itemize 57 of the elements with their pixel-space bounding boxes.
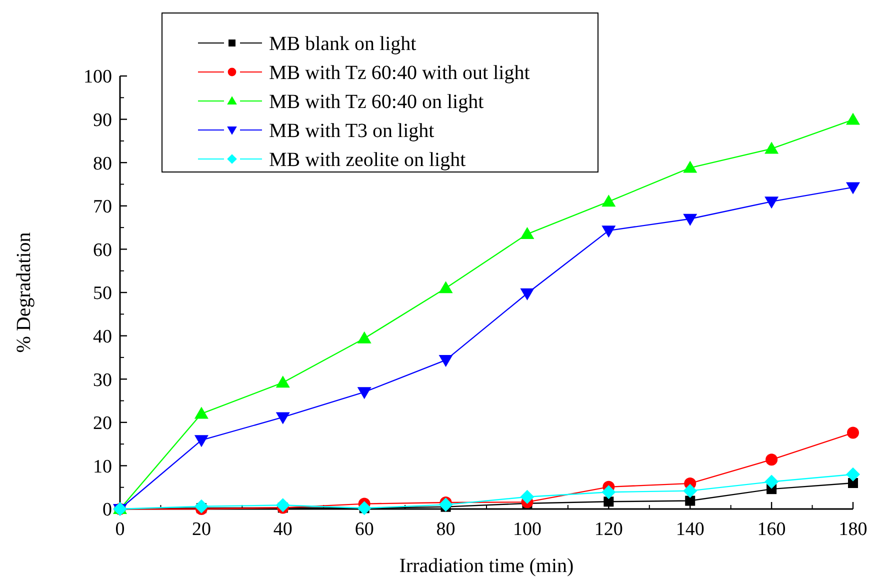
point: [438, 281, 453, 294]
point: [602, 485, 616, 500]
legend-label: MB blank on light: [269, 33, 417, 55]
point: [357, 387, 372, 400]
x-tick-label: 40: [273, 519, 292, 540]
point: [604, 496, 614, 507]
x-tick-label: 140: [676, 519, 704, 540]
y-tick-label: 90: [93, 110, 112, 131]
legend-label: MB with T3 on light: [269, 120, 435, 142]
y-tick-label: 30: [93, 370, 112, 391]
point: [276, 412, 290, 424]
y-tick-label: 20: [93, 413, 112, 434]
point: [846, 467, 860, 482]
point: [683, 484, 698, 498]
y-tick-label: 40: [93, 326, 112, 348]
point: [683, 214, 698, 226]
x-axis-title: Irradiation time (min): [399, 555, 574, 577]
point: [602, 194, 616, 207]
x-tick-label: 20: [192, 519, 211, 540]
point: [520, 490, 534, 504]
x-tick-label: 120: [594, 519, 623, 540]
point: [846, 182, 860, 194]
y-axis-title: % Degradation: [13, 232, 35, 353]
point: [520, 288, 534, 300]
point: [846, 112, 860, 125]
x-tick-label: 100: [512, 519, 542, 540]
y-tick-label: 100: [84, 66, 112, 88]
point: [276, 498, 290, 512]
y-tick-label: 70: [93, 196, 112, 218]
y-tick-label: 0: [102, 500, 112, 521]
x-tick-label: 160: [757, 519, 786, 540]
point: [602, 226, 616, 238]
legend-label: MB with Tz 60:40 on light: [269, 91, 484, 113]
point: [520, 227, 534, 240]
point: [438, 355, 453, 368]
x-tick-label: 180: [838, 519, 868, 540]
point: [683, 160, 698, 173]
x-tick-label: 60: [354, 519, 374, 540]
point: [194, 435, 208, 448]
x-tick-label: 80: [436, 519, 456, 540]
point: [276, 376, 290, 388]
legend-label: MB with Tz 60:40 with out light: [269, 62, 530, 84]
point: [766, 454, 778, 466]
x-tick-label: 0: [115, 519, 125, 540]
point: [357, 331, 372, 344]
point: [194, 406, 208, 419]
point: [685, 496, 696, 506]
y-tick-label: 50: [93, 283, 112, 304]
point: [847, 426, 859, 439]
point: [764, 474, 779, 489]
y-tick-label: 60: [93, 240, 112, 261]
legend-label: MB with zeolite on light: [269, 149, 466, 171]
point: [764, 142, 779, 154]
point: [194, 499, 208, 514]
y-tick-label: 10: [93, 456, 112, 478]
y-tick-label: 80: [93, 153, 112, 174]
point: [438, 498, 453, 512]
